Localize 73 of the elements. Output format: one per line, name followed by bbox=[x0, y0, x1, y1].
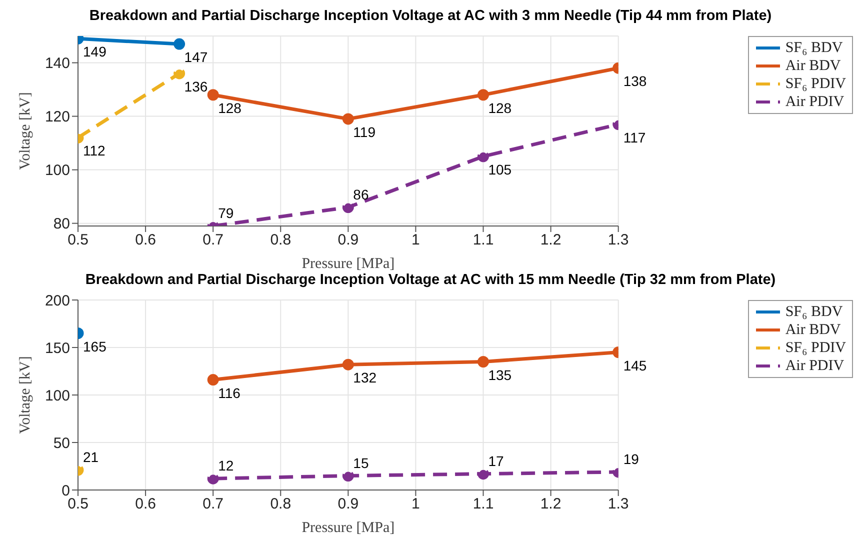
point bbox=[207, 89, 219, 101]
x-tick-label: 0.8 bbox=[270, 496, 292, 513]
x-tick-label: 0.6 bbox=[135, 496, 156, 513]
y-tick-label: 0 bbox=[62, 482, 70, 500]
y-tick-label: 140 bbox=[44, 55, 70, 72]
y-tick-label: 200 bbox=[44, 292, 70, 310]
data-label: 79 bbox=[218, 205, 234, 221]
data-label: 112 bbox=[83, 142, 106, 159]
point bbox=[477, 356, 489, 368]
x-tick-label: 1 bbox=[412, 232, 420, 249]
x-axis-title: Pressure [MPa] bbox=[302, 256, 395, 272]
x-tick-label: 0.5 bbox=[68, 496, 88, 513]
x-tick-label: 0.5 bbox=[68, 232, 88, 249]
legend-label: Air PDIV bbox=[785, 94, 844, 110]
x-tick-label: 1.1 bbox=[472, 496, 494, 513]
y-tick-label: 150 bbox=[44, 340, 70, 357]
point bbox=[207, 374, 219, 386]
legend-label: SF₆ BDV bbox=[785, 304, 843, 320]
legend-label: Air PDIV bbox=[785, 358, 844, 374]
data-label: 135 bbox=[488, 366, 512, 383]
x-axis-title: Pressure [MPa] bbox=[302, 520, 395, 536]
x-tick-label: 1 bbox=[412, 496, 420, 513]
data-label: 86 bbox=[353, 186, 369, 202]
legend-label: Air BDV bbox=[785, 322, 841, 338]
legend-label: SF₆ BDV bbox=[785, 40, 843, 56]
data-label: 132 bbox=[353, 370, 377, 386]
y-tick-label: 120 bbox=[44, 108, 70, 126]
data-label: 17 bbox=[488, 452, 504, 469]
point bbox=[342, 470, 354, 482]
data-label: 116 bbox=[218, 384, 241, 401]
legend-label: SF₆ PDIV bbox=[785, 76, 846, 92]
data-label: 136 bbox=[184, 78, 208, 94]
x-tick-label: 0.7 bbox=[202, 232, 224, 249]
point bbox=[342, 113, 354, 125]
data-label: 19 bbox=[623, 450, 640, 467]
data-label: 119 bbox=[353, 124, 376, 140]
data-label: 15 bbox=[353, 454, 369, 471]
y-tick-label: 100 bbox=[44, 162, 70, 180]
x-tick-label: 1.2 bbox=[540, 232, 562, 249]
data-label: 147 bbox=[184, 49, 208, 66]
data-label: 105 bbox=[488, 161, 512, 178]
x-tick-label: 0.6 bbox=[135, 232, 156, 249]
y-tick-label: 80 bbox=[53, 216, 70, 233]
data-label: 128 bbox=[488, 100, 512, 116]
x-tick-label: 1.1 bbox=[472, 232, 494, 249]
x-tick-label: 1.3 bbox=[608, 496, 629, 513]
x-tick-label: 0.9 bbox=[338, 232, 359, 249]
data-label: 128 bbox=[218, 100, 242, 116]
point bbox=[342, 358, 354, 370]
x-tick-label: 1.2 bbox=[540, 496, 562, 513]
x-tick-label: 0.8 bbox=[270, 232, 292, 249]
legend-label: SF₆ PDIV bbox=[785, 340, 846, 356]
y-axis-title: Voltage [kV] bbox=[17, 92, 34, 170]
point bbox=[342, 202, 354, 214]
data-label: 149 bbox=[83, 44, 107, 60]
y-tick-label: 100 bbox=[44, 387, 70, 404]
legend-label: Air BDV bbox=[785, 58, 841, 74]
data-label: 12 bbox=[218, 458, 234, 474]
x-tick-label: 0.9 bbox=[338, 496, 359, 513]
x-tick-label: 1.3 bbox=[608, 232, 629, 249]
data-label: 21 bbox=[83, 449, 99, 466]
chart-title: Breakdown and Partial Discharge Inception Voltage at AC with 3 mm Needle (Tip 44 mm from Plate) bbox=[88, 8, 773, 26]
data-label: 138 bbox=[623, 73, 647, 90]
point bbox=[477, 89, 489, 101]
data-label: 117 bbox=[623, 129, 646, 146]
point bbox=[477, 468, 489, 480]
y-tick-label: 50 bbox=[53, 434, 70, 452]
data-label: 145 bbox=[623, 357, 647, 374]
y-axis-title: Voltage [kV] bbox=[17, 356, 34, 434]
x-tick-label: 0.7 bbox=[202, 496, 224, 513]
chart-title: Breakdown and Partial Discharge Inception Voltage at AC with 15 mm Needle (Tip 32 mm from Plate) bbox=[84, 272, 777, 290]
data-label: 165 bbox=[83, 338, 107, 354]
point bbox=[477, 150, 489, 162]
